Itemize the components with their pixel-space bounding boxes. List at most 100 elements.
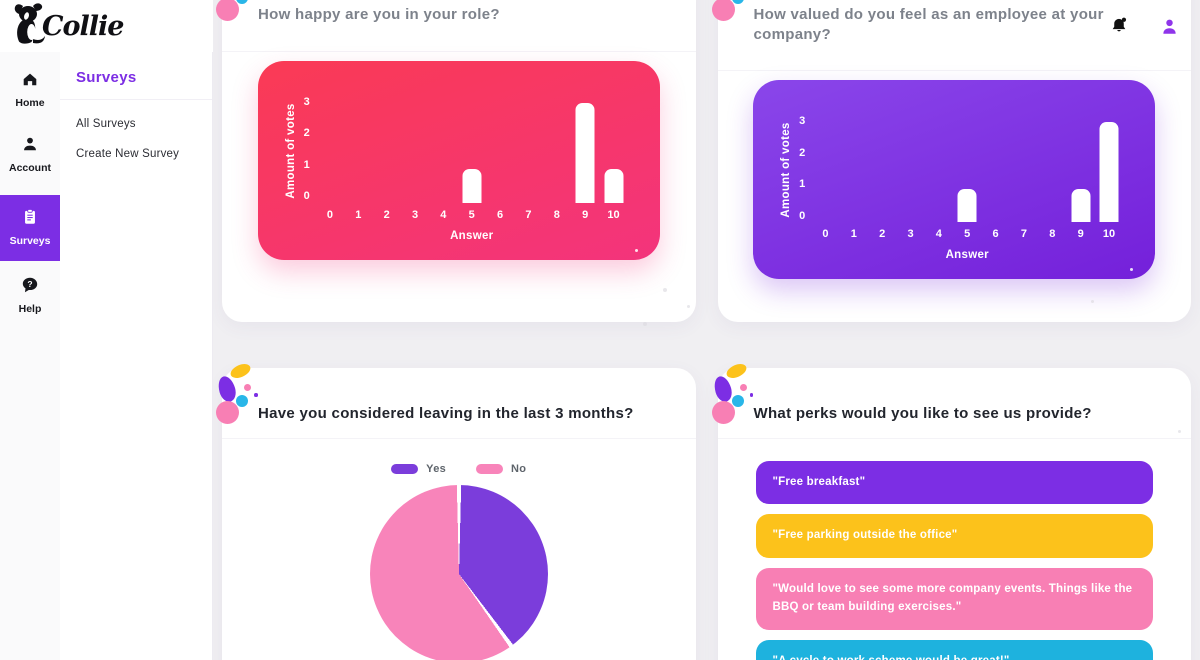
x-axis-ticks: 0 1 2 3 4 5 6 7 8 9 10 — [316, 209, 628, 221]
account-icon — [21, 135, 39, 158]
bar-slot — [316, 103, 344, 203]
bar-slot — [429, 103, 457, 203]
y-tick: 2 — [799, 146, 806, 159]
x-tick: 8 — [1049, 228, 1056, 240]
speckle — [1091, 300, 1094, 303]
x-tick: 1 — [355, 208, 362, 221]
sidebar-item-help[interactable]: ? Help — [0, 266, 60, 326]
left-panel: Collie Home Account — [0, 0, 213, 660]
pie-chart-leaving: Yes No — [222, 439, 696, 660]
pie-legend: Yes No — [391, 463, 526, 475]
response-chip: "A cycle to work scheme would be great!" — [755, 639, 1153, 660]
bar-slot — [811, 122, 839, 222]
bar-10 — [604, 169, 624, 203]
bar-5 — [957, 188, 977, 222]
x-tick: 2 — [879, 228, 886, 240]
x-tick: 9 — [1077, 228, 1084, 240]
x-tick: 5 — [964, 228, 971, 240]
plot-area — [811, 122, 1123, 222]
y-axis-ticks: 3 2 1 0 — [296, 96, 310, 203]
main-content: How happy are you in your role? Amount o… — [213, 0, 1200, 660]
bar-slot — [1095, 122, 1123, 222]
submenu-item-create-new-survey[interactable]: Create New Survey — [76, 148, 180, 160]
y-tick: 3 — [799, 115, 806, 127]
bar-slot — [868, 122, 896, 222]
x-tick: 6 — [497, 208, 504, 221]
legend-label: No — [511, 462, 527, 475]
bar-slot — [1010, 122, 1038, 222]
sidebar-item-label: Help — [18, 303, 42, 315]
speckle — [687, 305, 690, 308]
bar-slot — [344, 103, 372, 203]
account-icon[interactable] — [1158, 15, 1180, 37]
legend-item-yes: Yes — [391, 463, 446, 475]
y-tick: 2 — [303, 127, 310, 140]
brand-name: Collie — [42, 10, 124, 42]
plot-area — [316, 102, 628, 203]
legend-item-no: No — [476, 463, 526, 475]
bar-slot — [1038, 122, 1066, 222]
legend-swatch — [391, 463, 419, 474]
x-tick: 6 — [992, 228, 999, 240]
x-tick: 1 — [850, 228, 857, 240]
legend-label: Yes — [426, 462, 447, 475]
x-tick: 7 — [525, 208, 532, 221]
speckle — [1178, 430, 1181, 433]
bar-slot — [401, 103, 429, 203]
x-tick: 7 — [1020, 228, 1027, 240]
sidebar-item-label: Account — [9, 162, 51, 174]
app-logo[interactable]: Collie — [0, 0, 213, 52]
bar-slot — [543, 103, 571, 203]
surveys-icon — [21, 208, 39, 231]
x-tick: 3 — [907, 228, 914, 240]
y-tick: 1 — [303, 158, 310, 171]
home-icon — [21, 70, 39, 93]
bar-chart-happy: Amount of votes 3 2 1 0 0 1 2 3 4 5 6 7 8 9 10 Answer — [257, 60, 660, 260]
bar-slot — [486, 103, 514, 203]
survey-card-perks: What perks would you like to see us prov… — [711, 361, 1192, 660]
x-tick: 10 — [1102, 228, 1116, 240]
speckle — [663, 288, 667, 292]
sidebar-item-home[interactable]: Home — [0, 60, 60, 120]
bar-chart-valued: Amount of votes 3 2 1 0 0 1 2 3 4 5 6 7 8 9 10 Answer — [753, 80, 1156, 279]
help-icon: ? — [21, 276, 39, 299]
x-tick: 9 — [582, 208, 589, 221]
card-title: How valued do you feel as an employee at… — [753, 6, 1104, 43]
sidebar-item-label: Surveys — [9, 235, 51, 247]
speckle — [643, 322, 647, 326]
sidebar-item-account[interactable]: Account — [0, 125, 60, 185]
bar-slot — [953, 122, 981, 222]
bar-slot — [981, 122, 1009, 222]
legend-swatch — [476, 463, 504, 474]
submenu-title[interactable]: Surveys — [60, 52, 212, 100]
bar-5 — [462, 169, 482, 203]
bar-slot — [1066, 122, 1094, 222]
chart-corner-dot — [1130, 268, 1134, 271]
responses-list: "Free breakfast" "Free parking outside th… — [718, 439, 1192, 660]
x-tick: 0 — [822, 228, 829, 240]
y-tick: 0 — [303, 190, 310, 203]
collie-dog-icon — [13, 2, 47, 50]
bar-slot — [372, 103, 400, 203]
x-tick: 5 — [468, 208, 475, 221]
sidebar-item-surveys[interactable]: Surveys — [0, 195, 60, 261]
response-chip: "Would love to see some more company eve… — [755, 568, 1153, 630]
y-tick: 0 — [799, 209, 806, 222]
x-tick: 4 — [440, 208, 447, 221]
x-axis-ticks: 0 1 2 3 4 5 6 7 8 9 10 — [811, 228, 1123, 240]
bar-slot — [514, 103, 542, 203]
bar-slot — [896, 122, 924, 222]
bar-slot — [571, 102, 599, 203]
x-tick: 2 — [383, 208, 390, 221]
secondary-sidebar: Surveys All Surveys Create New Survey — [60, 52, 213, 660]
y-tick: 1 — [799, 178, 806, 191]
survey-card-happy: How happy are you in your role? Amount o… — [215, 0, 696, 322]
survey-card-leaving: Have you considered leaving in the last … — [215, 361, 696, 660]
x-tick: 4 — [935, 228, 942, 240]
sidebar-item-label: Home — [15, 97, 45, 109]
pie-circle — [369, 484, 548, 660]
submenu-item-all-surveys[interactable]: All Surveys — [76, 118, 136, 130]
notifications-icon[interactable] — [1108, 15, 1130, 37]
x-axis-title: Answer — [450, 229, 494, 242]
bar-slot — [599, 103, 627, 203]
